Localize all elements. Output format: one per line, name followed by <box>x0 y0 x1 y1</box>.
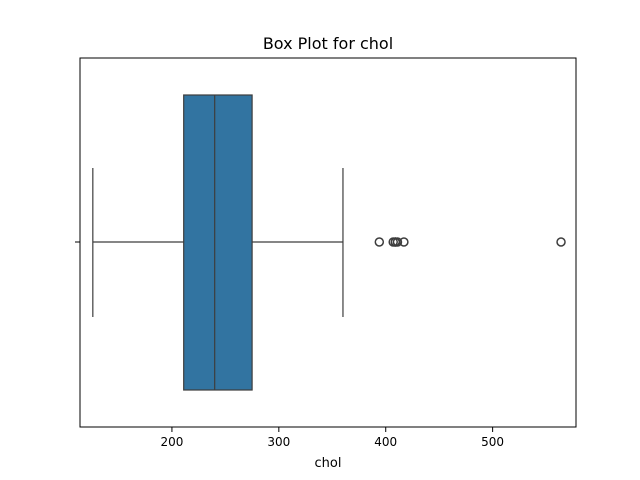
iqr-box <box>183 94 253 391</box>
plot-area: 200 300 400 500 <box>75 94 566 449</box>
x-tick-label-200: 200 <box>160 435 183 449</box>
x-axis-label: chol <box>315 456 342 471</box>
x-tick-label-500: 500 <box>481 435 504 449</box>
outlier-point-4 <box>392 237 403 247</box>
outlier-point-0 <box>374 237 385 247</box>
chart-title: Box Plot for chol <box>263 34 393 53</box>
outlier-point-5 <box>399 237 409 247</box>
plot-frame <box>79 57 577 428</box>
x-tick-label-400: 400 <box>374 435 397 449</box>
x-tick-label-300: 300 <box>267 435 290 449</box>
outlier-point-6 <box>556 237 566 247</box>
